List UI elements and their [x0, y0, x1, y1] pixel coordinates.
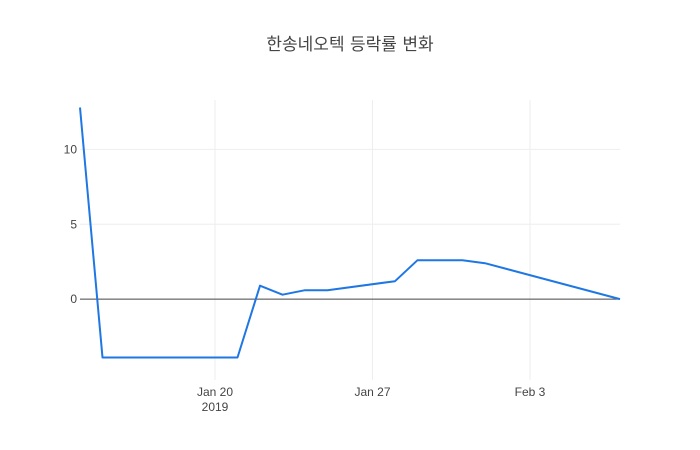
chart-title: 한송네오텍 등락률 변화	[266, 35, 434, 55]
grid-layer	[80, 100, 620, 380]
y-tick-label: 5	[70, 217, 77, 231]
y-tick-label: 10	[64, 142, 78, 156]
x-tick-sublabel: 2019	[202, 400, 229, 414]
x-tick-label: Jan 20	[197, 385, 233, 399]
x-tick-label: Feb 3	[515, 385, 546, 399]
series-layer	[79, 107, 621, 359]
y-tick-label: 0	[70, 292, 77, 306]
x-tick-label: Jan 27	[354, 385, 390, 399]
series-line	[79, 107, 621, 359]
